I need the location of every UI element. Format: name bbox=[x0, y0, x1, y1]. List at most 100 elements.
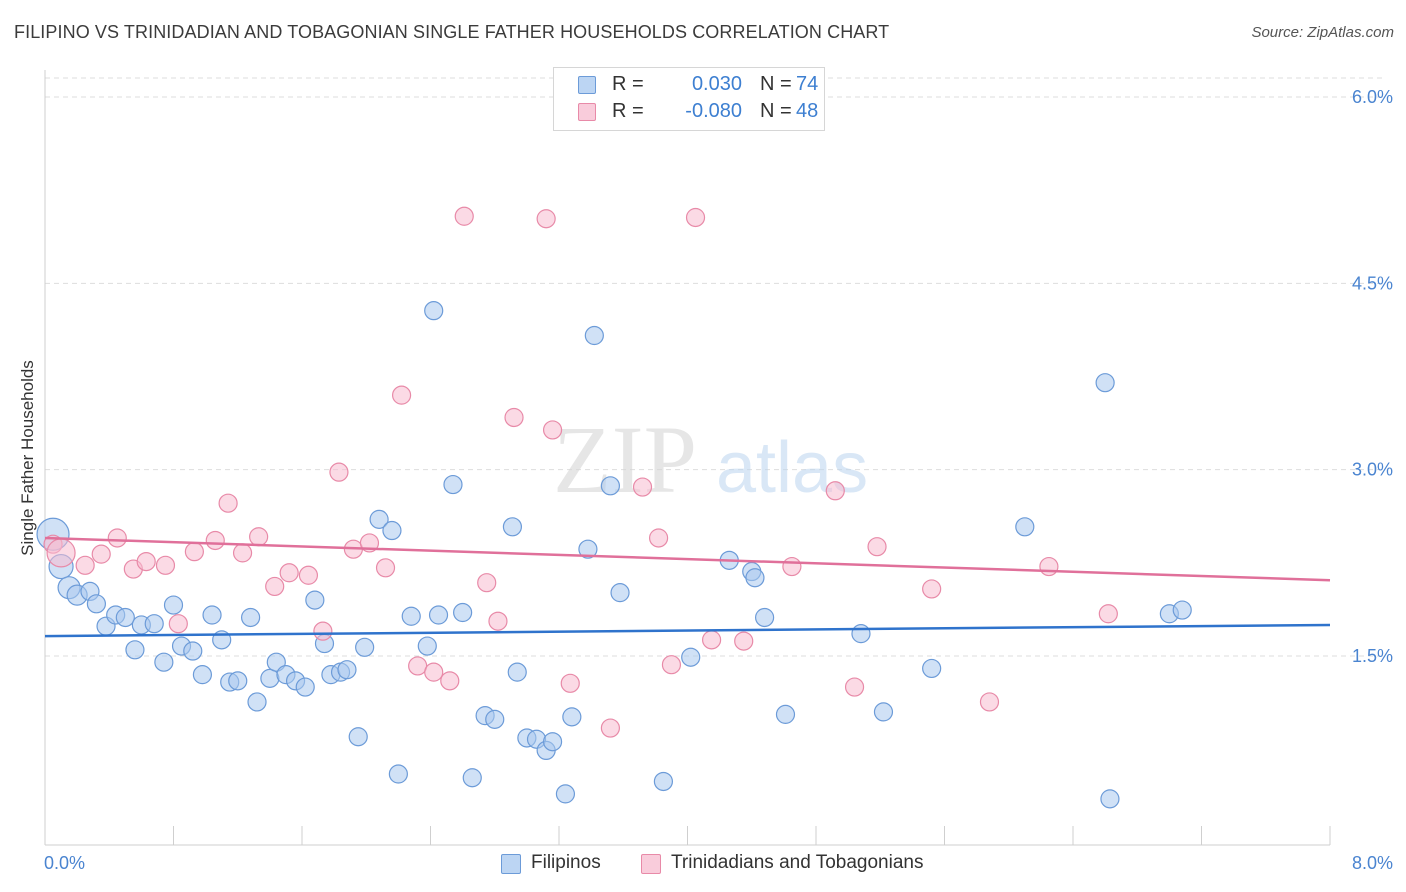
trend-line bbox=[44, 623, 1331, 638]
data-point bbox=[279, 563, 299, 583]
n-label: N = bbox=[760, 100, 792, 122]
data-point bbox=[46, 538, 76, 568]
data-point bbox=[305, 590, 325, 610]
x-tick-label: 0.0% bbox=[44, 853, 85, 873]
data-point bbox=[542, 732, 563, 752]
legend-label: Filipinos bbox=[531, 852, 601, 873]
data-point bbox=[260, 668, 280, 688]
watermark-zip: ZIP bbox=[553, 406, 697, 513]
watermark-atlas: atlas bbox=[716, 428, 868, 508]
data-point bbox=[922, 658, 942, 679]
data-point bbox=[125, 640, 145, 660]
data-point bbox=[502, 517, 523, 537]
data-point bbox=[388, 764, 408, 784]
data-point bbox=[75, 555, 95, 575]
data-point bbox=[163, 595, 184, 615]
data-point bbox=[578, 539, 598, 559]
n-value: 48 bbox=[796, 100, 819, 122]
y-tick-label: 4.5% bbox=[1352, 273, 1393, 293]
data-point bbox=[979, 692, 1000, 712]
data-point bbox=[424, 662, 444, 682]
data-point bbox=[168, 614, 188, 634]
data-point bbox=[313, 621, 333, 641]
data-point bbox=[681, 647, 701, 667]
data-point bbox=[453, 602, 473, 623]
data-point bbox=[745, 568, 765, 588]
data-point bbox=[107, 528, 127, 548]
data-point bbox=[136, 551, 156, 572]
data-point bbox=[408, 656, 428, 676]
x-tick-label: 8.0% bbox=[1352, 853, 1393, 873]
data-point bbox=[184, 542, 204, 562]
data-point bbox=[555, 784, 576, 804]
data-point bbox=[610, 583, 630, 603]
data-point bbox=[507, 662, 527, 682]
data-point bbox=[1098, 604, 1118, 624]
stats-legend: R = 0.030 N = 74 R = -0.080 N = 48 bbox=[553, 67, 825, 131]
source-label: Source: ZipAtlas.com bbox=[1251, 24, 1394, 41]
trend-line bbox=[44, 536, 1331, 582]
data-point bbox=[825, 481, 845, 501]
data-point bbox=[560, 673, 580, 693]
data-point bbox=[454, 206, 474, 226]
data-point bbox=[144, 614, 164, 634]
y-tick-labels: 1.5% 3.0% 4.5% 6.0% bbox=[1352, 87, 1393, 666]
data-point bbox=[391, 385, 412, 405]
data-point bbox=[424, 301, 444, 321]
legend-swatch-pink bbox=[641, 854, 661, 874]
data-point bbox=[348, 727, 368, 747]
r-label: R = bbox=[612, 100, 644, 122]
data-point bbox=[91, 544, 111, 564]
data-point bbox=[192, 665, 213, 685]
data-point bbox=[202, 605, 222, 625]
data-point bbox=[440, 671, 460, 691]
data-point bbox=[369, 509, 389, 529]
y-tick-label: 6.0% bbox=[1352, 87, 1393, 107]
data-point bbox=[922, 579, 942, 599]
data-point bbox=[600, 476, 621, 496]
data-point bbox=[685, 207, 706, 228]
data-point bbox=[754, 607, 775, 628]
n-value: 74 bbox=[796, 73, 819, 95]
data-point bbox=[295, 677, 315, 697]
data-point bbox=[462, 768, 482, 788]
data-point bbox=[428, 605, 449, 625]
data-point bbox=[265, 576, 285, 597]
data-point bbox=[653, 771, 674, 792]
data-point bbox=[375, 558, 396, 578]
data-point bbox=[355, 637, 375, 657]
data-point bbox=[485, 709, 505, 729]
data-point bbox=[632, 477, 653, 497]
data-point bbox=[562, 707, 582, 727]
data-point bbox=[1039, 556, 1059, 577]
data-point bbox=[249, 527, 269, 547]
y-tick-label: 1.5% bbox=[1352, 646, 1393, 666]
trend-lines bbox=[44, 536, 1331, 638]
data-point bbox=[218, 493, 238, 513]
data-point bbox=[232, 543, 253, 563]
data-point bbox=[504, 407, 524, 428]
r-value: 0.030 bbox=[691, 73, 742, 95]
data-point bbox=[1172, 600, 1192, 620]
data-point bbox=[775, 704, 796, 724]
data-point bbox=[443, 474, 463, 495]
data-point bbox=[155, 555, 176, 575]
legend-label: Trinidadians and Tobagonians bbox=[671, 852, 924, 873]
data-point bbox=[154, 652, 174, 672]
chart-title: FILIPINO VS TRINIDADIAN AND TOBAGONIAN S… bbox=[14, 22, 890, 42]
data-point bbox=[86, 594, 107, 614]
n-label: N = bbox=[760, 73, 792, 95]
data-point bbox=[247, 692, 267, 712]
data-point bbox=[477, 573, 497, 593]
data-point bbox=[183, 641, 203, 661]
watermark: ZIP atlas bbox=[553, 406, 868, 513]
data-point bbox=[873, 702, 894, 722]
data-point bbox=[401, 606, 421, 626]
x-tick-labels: 0.0% 8.0% bbox=[44, 853, 1393, 873]
data-point bbox=[382, 520, 402, 541]
data-point bbox=[701, 630, 722, 650]
data-point bbox=[241, 607, 261, 628]
data-point bbox=[782, 556, 802, 577]
data-point bbox=[1100, 789, 1120, 809]
